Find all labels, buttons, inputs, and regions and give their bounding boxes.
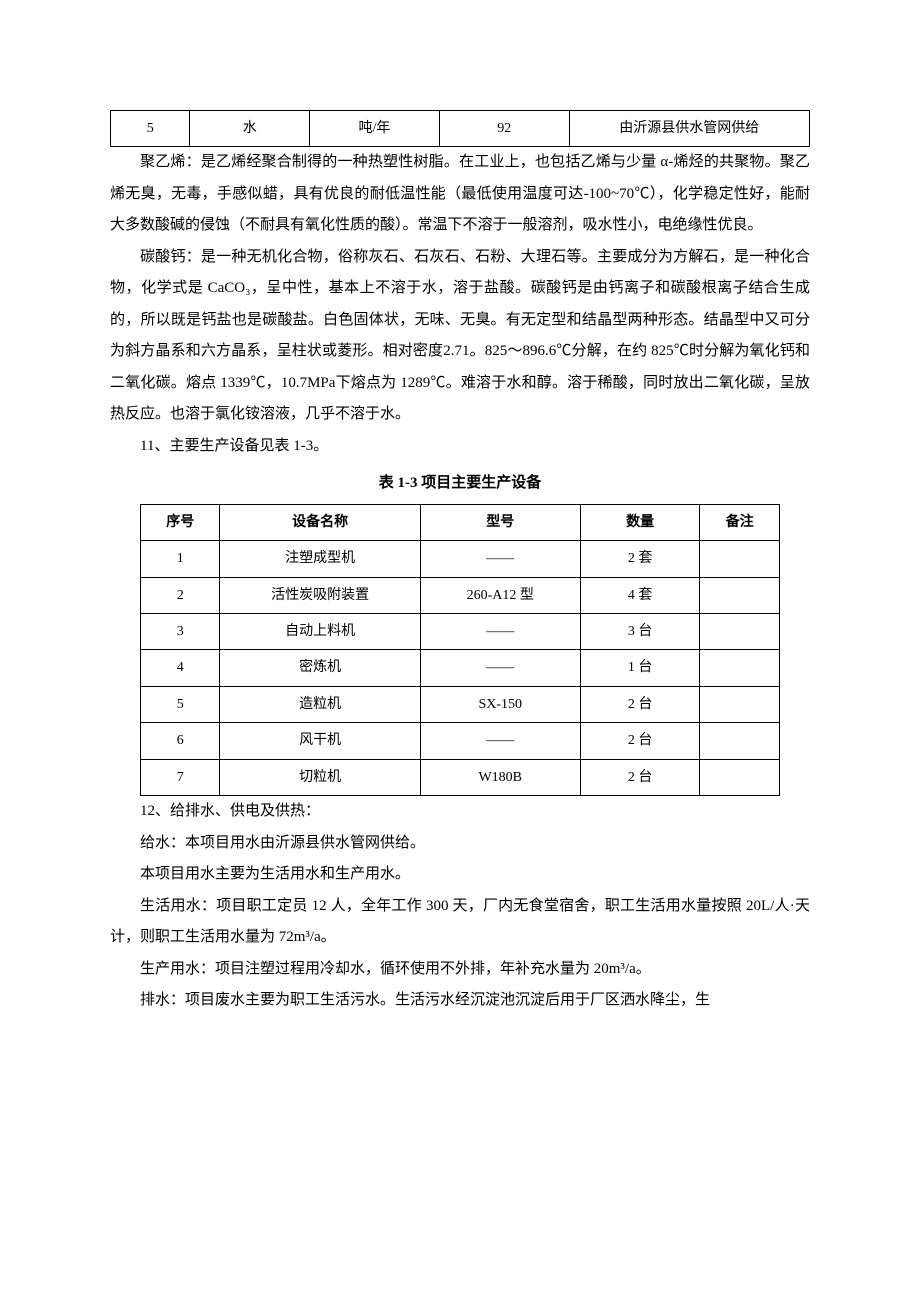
cell: 6 (141, 723, 220, 759)
cell: 2 套 (580, 541, 700, 577)
cell: 风干机 (220, 723, 420, 759)
cell: 1 (141, 541, 220, 577)
table-row: 1 注塑成型机 —— 2 套 (141, 541, 780, 577)
table-header-row: 序号 设备名称 型号 数量 备注 (141, 504, 780, 540)
paragraph-calcium-carbonate: 碳酸钙：是一种无机化合物，俗称灰石、石灰石、石粉、大理石等。主要成分为方解石，是… (110, 242, 810, 431)
cell: 3 (141, 614, 220, 650)
cell (700, 541, 780, 577)
paragraph-item-12: 12、给排水、供电及供热： (110, 796, 810, 828)
paragraph-water-usage: 本项目用水主要为生活用水和生产用水。 (110, 859, 810, 891)
cell: 7 (141, 759, 220, 795)
cell: 4 (141, 650, 220, 686)
paragraph-water-supply: 给水：本项目用水由沂源县供水管网供给。 (110, 828, 810, 860)
cell (700, 577, 780, 613)
cell: 水 (190, 111, 310, 147)
cell: —— (420, 541, 580, 577)
cell (700, 759, 780, 795)
materials-table: 5 水 吨/年 92 由沂源县供水管网供给 (110, 110, 810, 147)
cell: 5 (141, 686, 220, 722)
cell: 由沂源县供水管网供给 (569, 111, 809, 147)
cell (700, 650, 780, 686)
cell: —— (420, 614, 580, 650)
paragraph-polyethylene: 聚乙烯：是乙烯经聚合制得的一种热塑性树脂。在工业上，也包括乙烯与少量 α-烯烃的… (110, 147, 810, 242)
cell: 1 台 (580, 650, 700, 686)
cell: —— (420, 650, 580, 686)
cell (700, 723, 780, 759)
cell (700, 614, 780, 650)
table-row: 3 自动上料机 —— 3 台 (141, 614, 780, 650)
cell: 造粒机 (220, 686, 420, 722)
table-1-3-title: 表 1-3 项目主要生产设备 (110, 468, 810, 500)
table-row: 4 密炼机 —— 1 台 (141, 650, 780, 686)
cell: 92 (439, 111, 569, 147)
table-row: 2 活性炭吸附装置 260-A12 型 4 套 (141, 577, 780, 613)
table-row: 7 切粒机 W180B 2 台 (141, 759, 780, 795)
header-cell: 型号 (420, 504, 580, 540)
cell: 自动上料机 (220, 614, 420, 650)
cell: 260-A12 型 (420, 577, 580, 613)
table-row: 5 造粒机 SX-150 2 台 (141, 686, 780, 722)
equipment-table: 序号 设备名称 型号 数量 备注 1 注塑成型机 —— 2 套 2 活性炭吸附装… (140, 504, 780, 796)
cell: 2 台 (580, 759, 700, 795)
cell: 切粒机 (220, 759, 420, 795)
paragraph-domestic-water: 生活用水：项目职工定员 12 人，全年工作 300 天，厂内无食堂宿舍，职工生活… (110, 891, 810, 954)
header-cell: 数量 (580, 504, 700, 540)
cell: 3 台 (580, 614, 700, 650)
cell (700, 686, 780, 722)
cell: 2 (141, 577, 220, 613)
cell: 活性炭吸附装置 (220, 577, 420, 613)
paragraph-production-water: 生产用水：项目注塑过程用冷却水，循环使用不外排，年补充水量为 20m³/a。 (110, 954, 810, 986)
cell: 5 (111, 111, 190, 147)
document-page: 5 水 吨/年 92 由沂源县供水管网供给 聚乙烯：是乙烯经聚合制得的一种热塑性… (0, 0, 920, 1077)
cell: W180B (420, 759, 580, 795)
cell: 2 台 (580, 686, 700, 722)
cell: —— (420, 723, 580, 759)
header-cell: 设备名称 (220, 504, 420, 540)
cell: 2 台 (580, 723, 700, 759)
paragraph-drainage: 排水：项目废水主要为职工生活污水。生活污水经沉淀池沉淀后用于厂区洒水降尘，生 (110, 985, 810, 1017)
cell: 吨/年 (310, 111, 440, 147)
header-cell: 备注 (700, 504, 780, 540)
table-row: 6 风干机 —— 2 台 (141, 723, 780, 759)
table-row: 5 水 吨/年 92 由沂源县供水管网供给 (111, 111, 810, 147)
cell: 密炼机 (220, 650, 420, 686)
cell: 4 套 (580, 577, 700, 613)
paragraph-item-11: 11、主要生产设备见表 1-3。 (110, 431, 810, 463)
cell: SX-150 (420, 686, 580, 722)
header-cell: 序号 (141, 504, 220, 540)
cell: 注塑成型机 (220, 541, 420, 577)
